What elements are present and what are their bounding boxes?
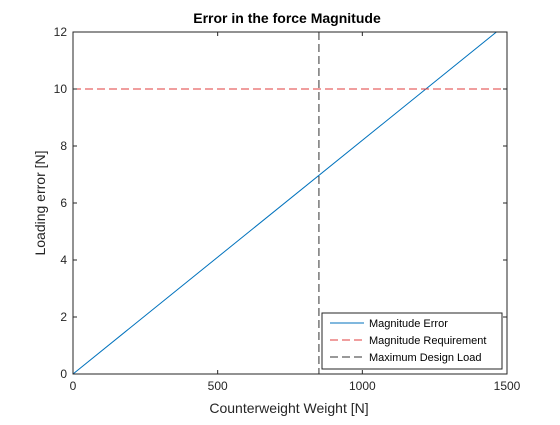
y-tick-label: 12 (54, 25, 68, 39)
x-tick-label: 1000 (349, 379, 376, 393)
y-tick-label: 0 (60, 367, 67, 381)
legend-entry: Magnitude Error (369, 318, 448, 330)
legend-box (321, 312, 503, 370)
legend-entry: Maximum Design Load (369, 352, 482, 364)
y-tick-label: 2 (60, 310, 67, 324)
chart-title: Error in the force Magnitude (193, 10, 381, 26)
series-magnitude-error (73, 32, 498, 374)
legend: Magnitude Error Magnitude Requirement Maxi… (321, 312, 503, 370)
y-tick-label: 10 (54, 82, 68, 96)
x-axis-label: Counterweight Weight [N] (209, 400, 368, 416)
y-tick-label: 6 (60, 196, 67, 210)
x-tick-label: 500 (208, 379, 228, 393)
series-group (73, 32, 507, 374)
y-axis-label: Loading error [N] (32, 150, 48, 255)
x-tick-label: 1500 (494, 379, 521, 393)
legend-entry: Magnitude Requirement (369, 335, 486, 347)
plot-area: 0 500 1000 1500 0 2 4 6 8 10 12 (54, 25, 521, 393)
x-tick-label: 0 (70, 379, 77, 393)
y-tick-label: 4 (60, 253, 67, 267)
y-tick-label: 8 (60, 139, 67, 153)
